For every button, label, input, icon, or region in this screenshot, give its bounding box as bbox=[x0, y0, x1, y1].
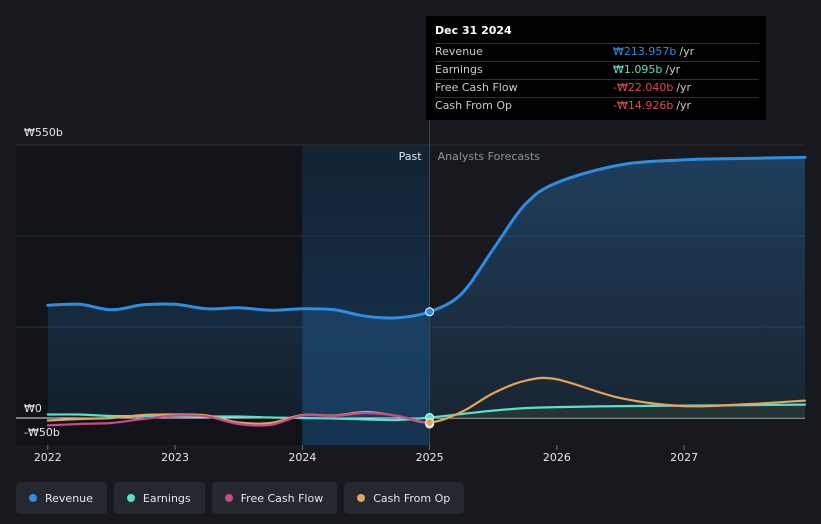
legend: Revenue Earnings Free Cash Flow Cash Fro… bbox=[16, 482, 465, 514]
y-tick-label: ₩0 bbox=[24, 402, 42, 415]
legend-item-revenue[interactable]: Revenue bbox=[16, 482, 107, 514]
past-label: Past bbox=[399, 150, 423, 163]
legend-dot-icon bbox=[224, 494, 233, 502]
tooltip-label: Earnings bbox=[435, 63, 483, 76]
legend-dot-icon bbox=[29, 494, 37, 502]
forecast-area bbox=[429, 404, 805, 418]
legend-item-free-cash-flow[interactable]: Free Cash Flow bbox=[211, 482, 338, 514]
series-lines bbox=[46, 155, 807, 427]
tooltip-row-free-cash-flow: Free Cash Flow -₩22.040b /yr bbox=[435, 79, 759, 97]
y-tick-label: -₩50b bbox=[24, 426, 60, 439]
legend-dot-icon bbox=[357, 494, 366, 502]
x-tick-label: 2023 bbox=[161, 451, 189, 464]
tooltip-row-cash-from-op: Cash From Op -₩14.926b /yr bbox=[435, 97, 759, 115]
x-tick-label: 2027 bbox=[670, 451, 698, 464]
tooltip-unit: /yr bbox=[679, 45, 695, 58]
tooltip-unit: /yr bbox=[676, 99, 692, 112]
legend-label: Earnings bbox=[142, 491, 191, 505]
series-markers bbox=[425, 307, 435, 429]
tooltip-value: -₩14.926b bbox=[613, 99, 674, 112]
x-tick-label: 2022 bbox=[34, 451, 62, 464]
tooltip-date: Dec 31 2024 bbox=[435, 24, 512, 37]
tooltip-value: ₩1.095b bbox=[613, 63, 663, 76]
tooltip-label: Revenue bbox=[435, 45, 483, 58]
revenue-marker bbox=[425, 307, 435, 317]
tooltip-label: Cash From Op bbox=[435, 99, 513, 112]
legend-item-cash-from-op[interactable]: Cash From Op bbox=[344, 482, 465, 514]
legend-item-earnings[interactable]: Earnings bbox=[113, 482, 205, 514]
tooltip-row-revenue: Revenue ₩213.957b /yr bbox=[435, 43, 759, 61]
tooltip: Dec 31 2024 Revenue ₩213.957b /yr Earnin… bbox=[426, 16, 766, 120]
legend-label: Free Cash Flow bbox=[240, 491, 324, 505]
legend-label: Revenue bbox=[45, 491, 93, 505]
free-cash-flow-line bbox=[46, 411, 431, 427]
x-tick-label: 2024 bbox=[288, 451, 316, 464]
tooltip-value: -₩22.040b bbox=[613, 81, 674, 94]
cash-from-op-marker bbox=[425, 417, 435, 427]
revenue-area bbox=[47, 157, 806, 418]
forecast-label: Analysts Forecasts bbox=[438, 150, 541, 163]
tooltip-unit: /yr bbox=[676, 81, 692, 94]
tooltip-label: Free Cash Flow bbox=[435, 81, 518, 94]
x-tick-label: 2026 bbox=[543, 451, 571, 464]
y-tick-label: ₩550b bbox=[24, 126, 63, 139]
revenue-line bbox=[46, 155, 807, 320]
x-axis-ticks: 2022 2023 2024 2025 2026 2027 bbox=[34, 445, 698, 464]
legend-label: Cash From Op bbox=[373, 491, 451, 505]
earnings-line bbox=[46, 403, 807, 422]
tooltip-value: ₩213.957b bbox=[613, 45, 677, 58]
tooltip-row-earnings: Earnings ₩1.095b /yr bbox=[435, 61, 759, 79]
tooltip-unit: /yr bbox=[665, 63, 681, 76]
legend-dot-icon bbox=[126, 494, 135, 502]
x-tick-label: 2025 bbox=[416, 451, 444, 464]
